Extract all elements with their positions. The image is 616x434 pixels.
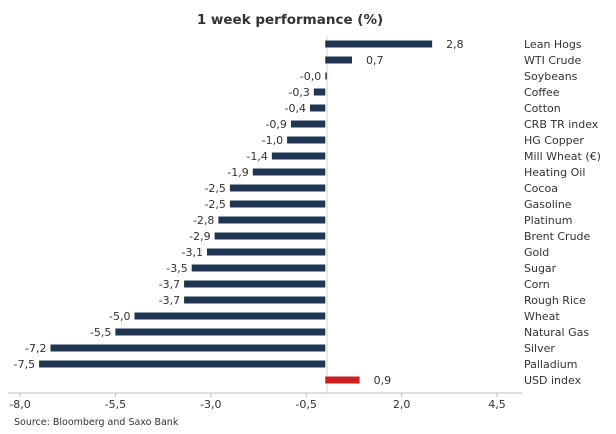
data-label-sugar: -3,5 bbox=[166, 262, 187, 275]
data-label-crb-tr-index: -0,9 bbox=[265, 118, 286, 131]
category-label-crb-tr-index: CRB TR index bbox=[524, 118, 599, 131]
data-label-gasoline: -2,5 bbox=[204, 198, 225, 211]
data-label-gold: -3,1 bbox=[182, 246, 203, 259]
bars-group: 2,8 Lean Hogs 0,7 WTI Crude -0,0 Soybeans -0,3… bbox=[14, 38, 601, 387]
category-label-cocoa: Cocoa bbox=[524, 182, 558, 195]
data-label-corn: -3,7 bbox=[159, 278, 180, 291]
bar-gasoline bbox=[229, 200, 326, 208]
bar-crb-tr-index bbox=[290, 120, 326, 128]
chart-title: 1 week performance (%) bbox=[197, 12, 383, 28]
bar-wti-crude bbox=[325, 56, 352, 64]
category-label-sugar: Sugar bbox=[524, 262, 557, 275]
category-label-gold: Gold bbox=[524, 246, 549, 259]
category-label-coffee: Coffee bbox=[524, 86, 560, 99]
category-label-natural-gas: Natural Gas bbox=[524, 326, 589, 339]
data-label-heating-oil: -1,9 bbox=[227, 166, 248, 179]
x-tick-label: -5,5 bbox=[105, 398, 126, 411]
bar-lean-hogs bbox=[325, 40, 433, 48]
category-label-soybeans: Soybeans bbox=[524, 70, 578, 83]
category-label-usd-index: USD index bbox=[524, 374, 582, 387]
data-label-cotton: -0,4 bbox=[285, 102, 306, 115]
x-tick-label: 4,5 bbox=[488, 398, 506, 411]
bar-coffee bbox=[313, 88, 326, 96]
bar-wheat bbox=[134, 312, 326, 320]
data-label-rough-rice: -3,7 bbox=[159, 294, 180, 307]
category-label-cotton: Cotton bbox=[524, 102, 561, 115]
bar-soybeans bbox=[325, 72, 327, 80]
data-label-hg-copper: -1,0 bbox=[262, 134, 283, 147]
bar-sugar bbox=[191, 264, 326, 272]
bar-usd-index bbox=[325, 376, 360, 384]
data-label-natural-gas: -5,5 bbox=[90, 326, 111, 339]
data-label-silver: -7,2 bbox=[25, 342, 46, 355]
category-label-rough-rice: Rough Rice bbox=[524, 294, 586, 307]
category-label-gasoline: Gasoline bbox=[524, 198, 572, 211]
category-label-hg-copper: HG Copper bbox=[524, 134, 584, 147]
category-label-mill-wheat: Mill Wheat (€) bbox=[524, 150, 601, 163]
x-tick-label: 2,0 bbox=[393, 398, 411, 411]
data-label-wheat: -5,0 bbox=[109, 310, 130, 323]
data-label-coffee: -0,3 bbox=[288, 86, 309, 99]
bar-silver bbox=[50, 344, 326, 352]
bar-rough-rice bbox=[184, 296, 326, 304]
data-label-cocoa: -2,5 bbox=[204, 182, 225, 195]
category-label-wti-crude: WTI Crude bbox=[524, 54, 581, 67]
category-label-wheat: Wheat bbox=[524, 310, 560, 323]
category-label-corn: Corn bbox=[524, 278, 550, 291]
x-tick-label: -0,5 bbox=[295, 398, 316, 411]
data-label-usd-index: 0,9 bbox=[374, 374, 392, 387]
bar-palladium bbox=[39, 360, 326, 368]
data-label-brent-crude: -2,9 bbox=[189, 230, 210, 243]
category-label-lean-hogs: Lean Hogs bbox=[524, 38, 582, 51]
bar-mill-wheat bbox=[271, 152, 326, 160]
data-label-soybeans: -0,0 bbox=[300, 70, 321, 83]
category-label-silver: Silver bbox=[524, 342, 555, 355]
data-label-wti-crude: 0,7 bbox=[366, 54, 384, 67]
bar-platinum bbox=[218, 216, 326, 224]
bar-gold bbox=[206, 248, 326, 256]
category-label-brent-crude: Brent Crude bbox=[524, 230, 591, 243]
bar-heating-oil bbox=[252, 168, 326, 176]
data-label-lean-hogs: 2,8 bbox=[446, 38, 464, 51]
bar-corn bbox=[184, 280, 326, 288]
category-label-heating-oil: Heating Oil bbox=[524, 166, 585, 179]
category-label-platinum: Platinum bbox=[524, 214, 572, 227]
x-ticks-group: -8,0 -5,5 -3,0 -0,5 2,0 4,5 bbox=[9, 393, 506, 411]
bar-hg-copper bbox=[287, 136, 326, 144]
x-tick-label: -3,0 bbox=[200, 398, 221, 411]
data-label-palladium: -7,5 bbox=[14, 358, 35, 371]
data-label-mill-wheat: -1,4 bbox=[246, 150, 267, 163]
data-label-platinum: -2,8 bbox=[193, 214, 214, 227]
bar-natural-gas bbox=[115, 328, 326, 336]
bar-cotton bbox=[310, 104, 326, 112]
bar-cocoa bbox=[229, 184, 326, 192]
source-note: Source: Bloomberg and Saxo Bank bbox=[14, 417, 179, 428]
x-tick-label: -8,0 bbox=[9, 398, 30, 411]
bar-brent-crude bbox=[214, 232, 326, 240]
category-label-palladium: Palladium bbox=[524, 358, 577, 371]
